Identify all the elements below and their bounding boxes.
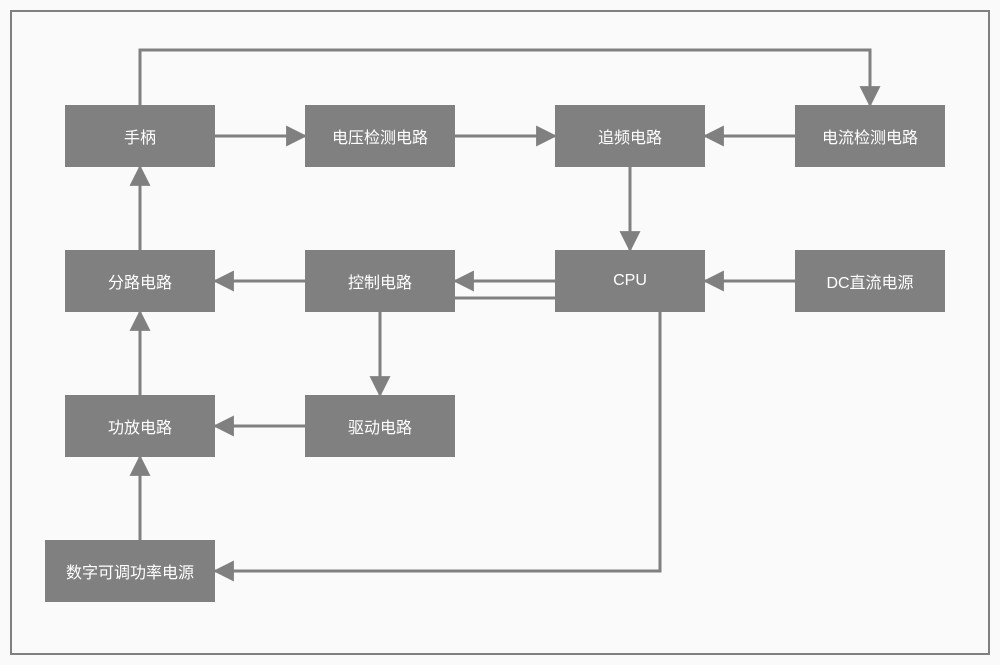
node-label: 功放电路 (108, 414, 172, 438)
node-label: 电压检测电路 (332, 124, 428, 148)
node-cpu: CPU (555, 250, 705, 312)
node-dc_power: DC直流电源 (795, 250, 945, 312)
node-drive: 驱动电路 (305, 395, 455, 457)
node-label: 数字可调功率电源 (66, 559, 194, 583)
node-label: 驱动电路 (348, 414, 412, 438)
node-label: 电流检测电路 (822, 124, 918, 148)
diagram-canvas: 手柄 电压检测电路 追频电路 电流检测电路分路电路 控制电路 CPU DC直流电源功放电路 驱… (0, 0, 1000, 665)
node-volt_detect: 电压检测电路 (305, 105, 455, 167)
node-curr_detect: 电流检测电路 (795, 105, 945, 167)
node-freq_track: 追频电路 (555, 105, 705, 167)
node-adj_power: 数字可调功率电源 (45, 540, 215, 602)
node-label: DC直流电源 (826, 269, 913, 293)
node-label: 分路电路 (108, 269, 172, 293)
node-amp: 功放电路 (65, 395, 215, 457)
node-control: 控制电路 (305, 250, 455, 312)
node-handle: 手柄 (65, 105, 215, 167)
node-label: 追频电路 (598, 124, 662, 148)
node-label: CPU (613, 272, 647, 290)
node-label: 控制电路 (348, 269, 412, 293)
node-label: 手柄 (124, 124, 156, 148)
node-branch: 分路电路 (65, 250, 215, 312)
